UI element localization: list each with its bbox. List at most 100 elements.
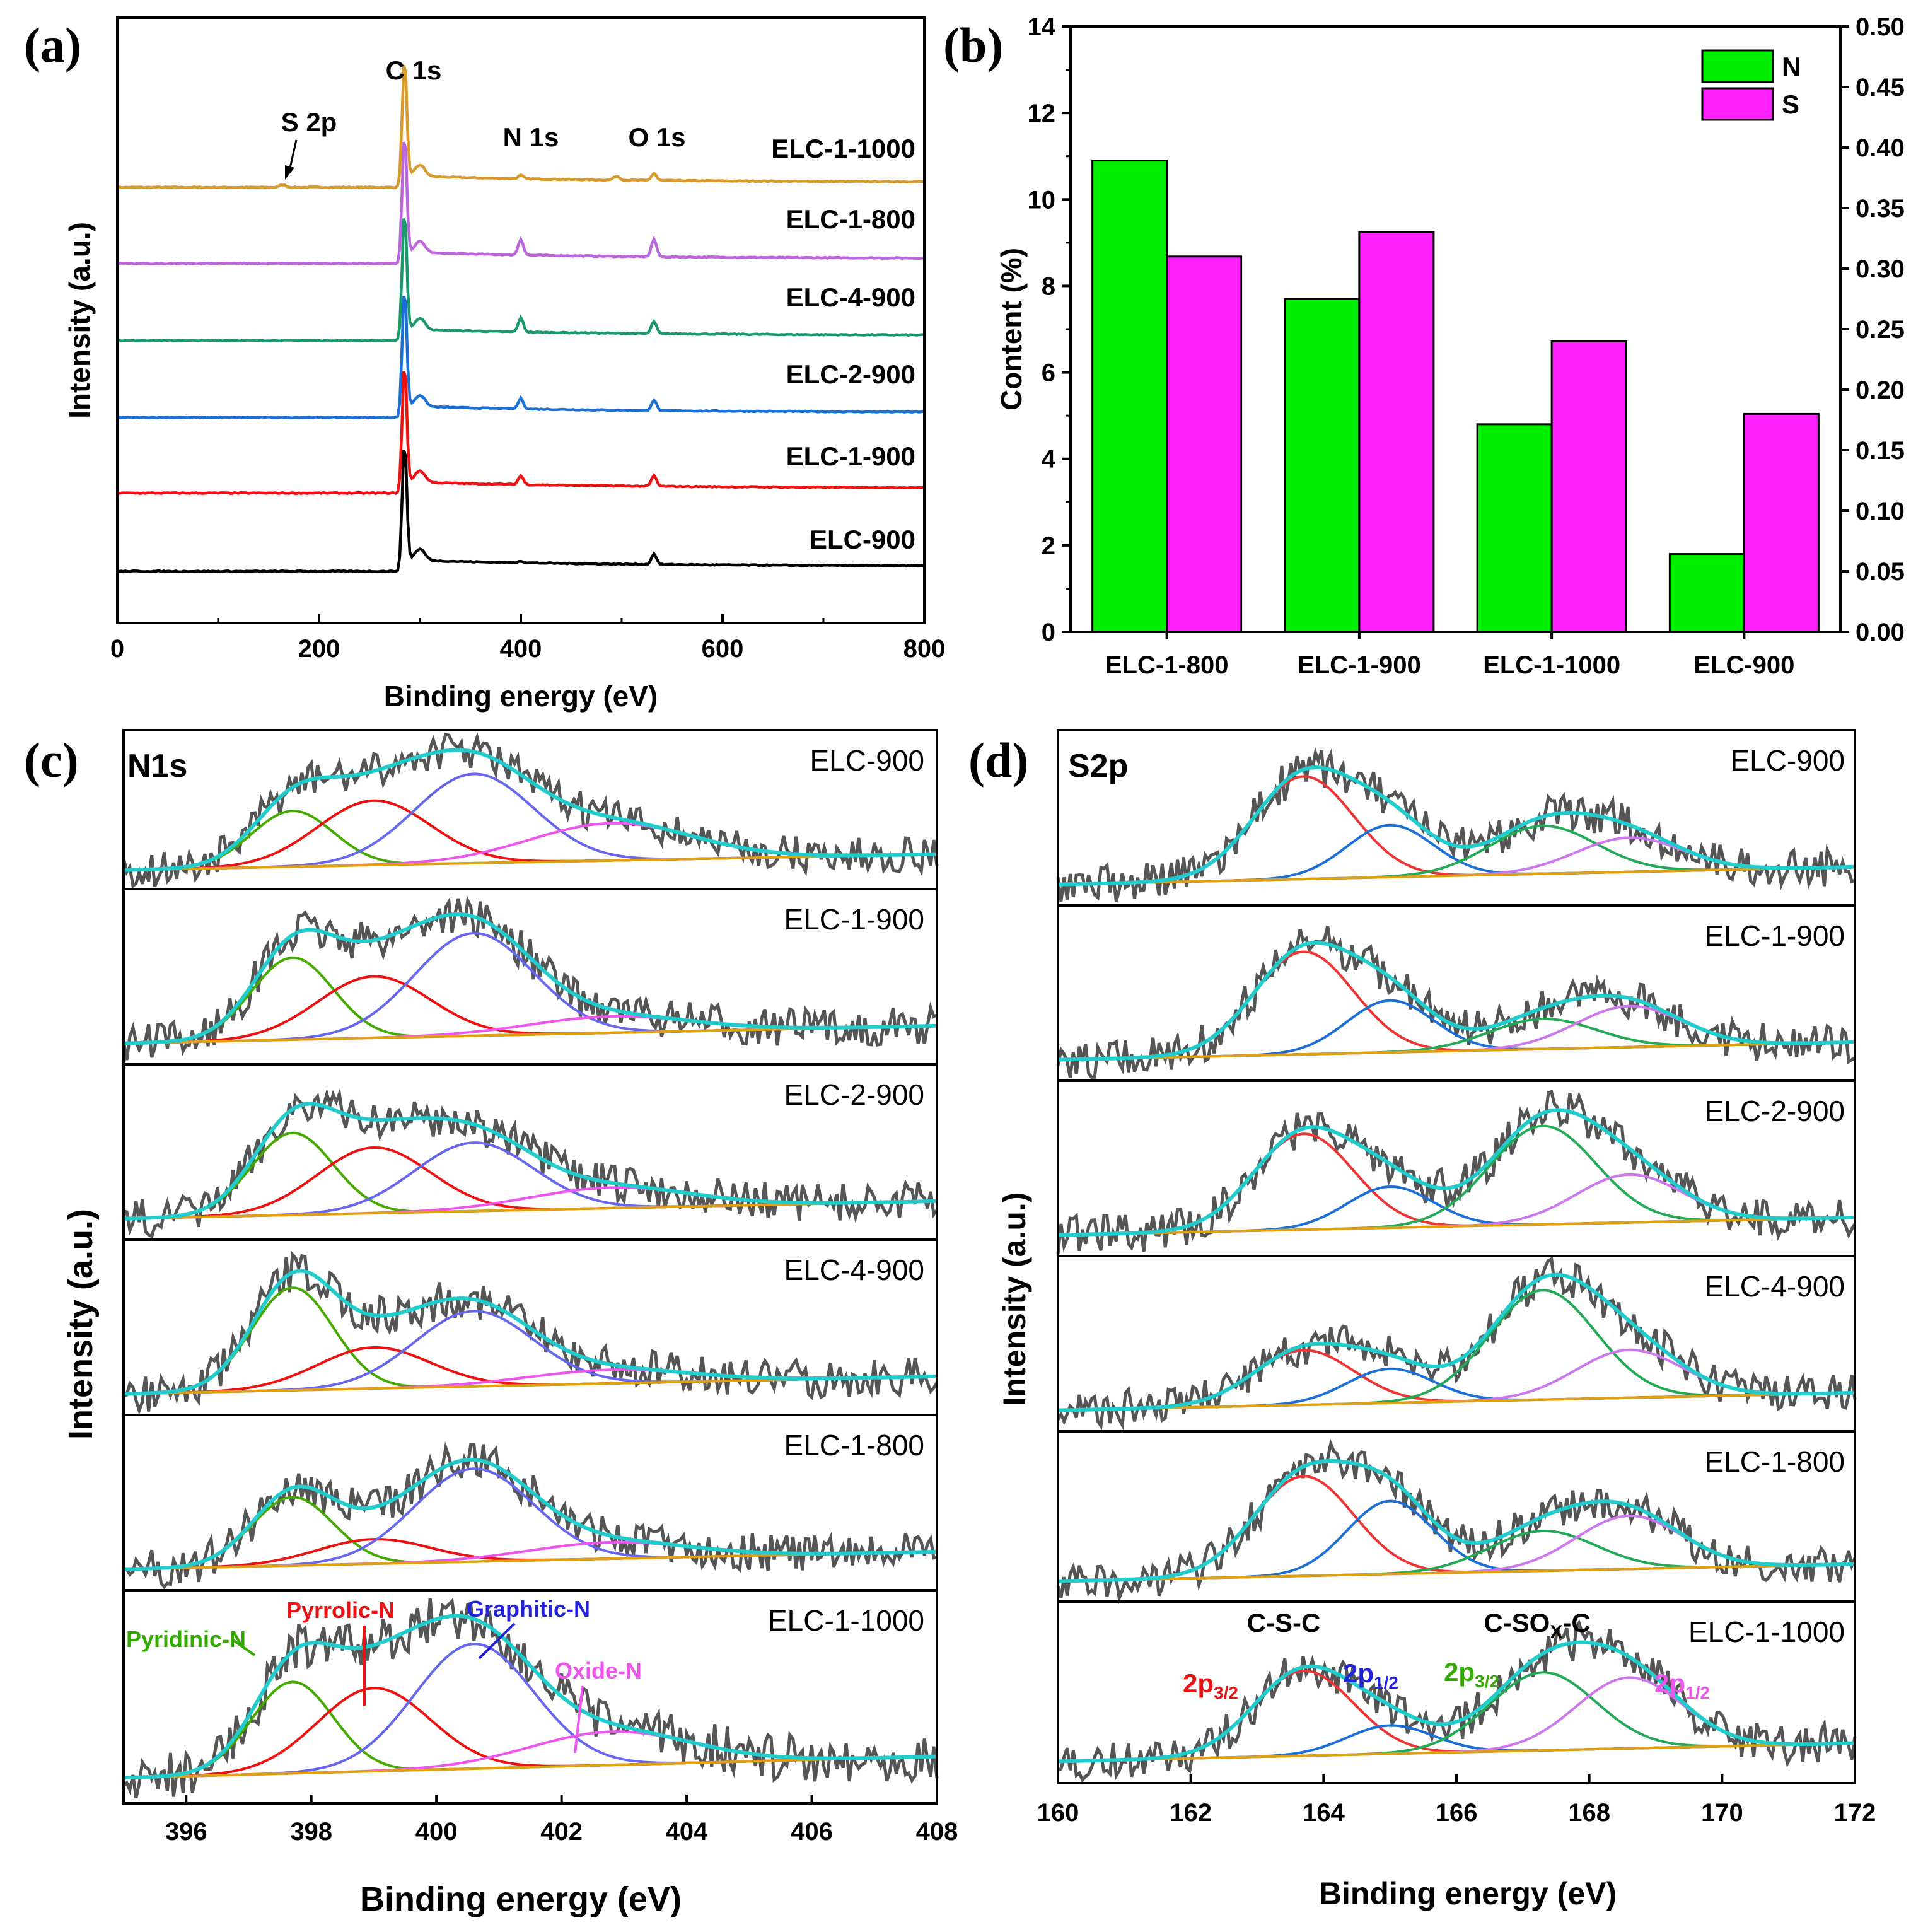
panel-d-xlabel: Binding energy (eV) (1319, 1876, 1617, 1911)
panel-b-y2tick-label: 0.40 (1856, 134, 1905, 162)
bar-s-elc-1-900 (1358, 231, 1435, 633)
annotation-2p12-b: 2p1/2 (1654, 1668, 1710, 1702)
panel-b-legend: N S (1701, 49, 1801, 121)
survey-line-elc-1-1000 (117, 65, 925, 190)
subpanel-label-elc-900: ELC-900 (1730, 744, 1845, 777)
annotation-csoxc-sub: X (1550, 1622, 1562, 1643)
survey-label-elc-1-800: ELC-1-800 (786, 204, 915, 234)
annotation-graphitic: Graphitic-N (467, 1596, 590, 1622)
envelope-elc-1-1000 (1057, 1640, 1856, 1764)
panel-d-xtick-label: 166 (1436, 1799, 1478, 1827)
survey-label-elc-4-900: ELC-4-900 (786, 282, 915, 312)
survey-label-elc-1-1000: ELC-1-1000 (771, 134, 915, 163)
envelope-elc-2-900 (1057, 1108, 1856, 1237)
annotation-csoxc-main: C-SO (1484, 1608, 1550, 1638)
subpanel-frame-elc-1-1000 (122, 1589, 938, 1805)
panel-a-xtick-label: 0 (110, 635, 124, 663)
envelope-elc-1-900 (123, 912, 938, 1045)
annotation-2p12-a: 2p1/2 (1343, 1658, 1398, 1692)
subpanel-label-elc-2-900: ELC-2-900 (784, 1078, 924, 1111)
bar-n-elc-900 (1668, 553, 1745, 633)
panel-c-stack: ELC-900 ELC-1-900 ELC-2-900 ELC-4-900 ELC-1-… (122, 729, 939, 1805)
subpanel-label-elc-1-1000: ELC-1-1000 (768, 1604, 924, 1637)
panel-c-n1s: (c) ELC-900ELC-1-900ELC-2-900ELC-4-900EL… (24, 729, 958, 1918)
survey-label-elc-2-900: ELC-2-900 (786, 359, 915, 389)
annotation-s2p-arrowhead (285, 165, 294, 180)
panel-b-ytick-label: 8 (1042, 272, 1055, 300)
panel-a-series-labels: ELC-1-1000 ELC-1-800 ELC-4-900 ELC-2-900 ELC… (771, 134, 915, 554)
panel-a-label: (a) (24, 18, 81, 73)
baseline-elc-1-1000 (123, 1755, 938, 1779)
survey-line-elc-900 (117, 450, 925, 574)
panel-b-ytick-label: 6 (1042, 359, 1055, 387)
panel-c-annotations: Pyridinic-N Pyrrolic-N Graphitic-N Oxide… (126, 1596, 642, 1754)
panel-d-annotations: C-S-C C-SOX-C 2p3/2 2p1/2 2p3/2 2p1/2 (1183, 1608, 1710, 1702)
envelope-elc-4-900 (1057, 1272, 1856, 1412)
bar-n-elc-1-900 (1284, 298, 1361, 633)
annotation-csoxc-end: -C (1562, 1608, 1590, 1638)
survey-label-elc-1-900: ELC-1-900 (786, 441, 915, 471)
panel-b-ytick-label: 4 (1042, 446, 1056, 474)
survey-line-elc-2-900 (117, 295, 925, 420)
survey-line-elc-4-900 (117, 218, 925, 343)
annotation-csoxc: C-SOX-C (1484, 1608, 1590, 1643)
panel-c-xtick-label: 400 (415, 1818, 458, 1846)
annotation-pyridinic: Pyridinic-N (126, 1626, 246, 1652)
legend-swatch-n (1701, 49, 1774, 83)
panel-d-label: (d) (968, 733, 1028, 788)
panel-a-spectra (117, 65, 925, 574)
panel-b-y2tick-label: 0.00 (1856, 619, 1905, 646)
panel-a-xtick-label: 800 (903, 635, 946, 663)
panel-b-y2tick-label: 0.25 (1856, 316, 1905, 344)
panel-b-y2tick-label: 0.10 (1856, 498, 1905, 525)
panel-c-xtick-label: 402 (540, 1818, 583, 1846)
baseline-elc-4-900 (1057, 1391, 1856, 1412)
envelope-elc-1-800 (123, 1457, 938, 1571)
annotation-o1s: O 1s (628, 122, 685, 152)
panel-c-ylabel: Intensity (a.u.) (62, 1209, 100, 1440)
panel-b-ytick-label: 14 (1028, 13, 1056, 41)
annotation-2p12-b-sub: 1/2 (1685, 1683, 1710, 1702)
panel-a-ylabel: Intensity (a.u.) (63, 222, 96, 419)
raw-data-elc-900 (1056, 747, 1856, 902)
envelope-elc-900 (123, 748, 938, 872)
panel-b-y2tick-label: 0.20 (1856, 376, 1905, 404)
panel-a-x-ticks: 0 200 400 600 800 (110, 614, 946, 663)
panel-d-xtick-label: 160 (1037, 1799, 1079, 1827)
bar-s-elc-1-800 (1166, 255, 1243, 633)
envelope-elc-4-900 (123, 1269, 938, 1396)
panel-b-xtick-label: ELC-1-800 (1105, 651, 1229, 679)
annotation-2p32-a-sub: 3/2 (1214, 1683, 1238, 1702)
panel-d-xtick-label: 172 (1834, 1799, 1876, 1827)
panel-c-xlabel: Binding energy (eV) (360, 1880, 682, 1918)
panel-b-bar-chart: (b) ELC-1-800 ELC-1-900 ELC-1-1000 ELC-900 0… (943, 13, 1905, 679)
arrow-oxide (574, 1685, 584, 1754)
panel-b-ytick-label: 0 (1042, 619, 1055, 646)
panel-b-y2tick-label: 0.15 (1856, 437, 1905, 465)
panel-c-x-ticks: 396 398 400 402 404 406 408 (165, 1795, 958, 1846)
survey-line-elc-1-900 (117, 371, 925, 496)
panel-c-xtick-label: 396 (165, 1818, 207, 1846)
envelope-elc-1-1000 (123, 1614, 938, 1780)
subpanel-label-elc-1-900: ELC-1-900 (784, 903, 924, 936)
annotation-2p32-a-main: 2p (1183, 1668, 1214, 1698)
panel-a-xtick-label: 400 (500, 635, 542, 663)
panel-b-xtick-label: ELC-1-1000 (1483, 651, 1620, 679)
raw-data-elc-1-900 (122, 895, 938, 1061)
bar-s-elc-1-1000 (1550, 340, 1627, 633)
annotation-2p12-a-main: 2p (1343, 1658, 1374, 1688)
annotation-2p12-b-main: 2p (1654, 1668, 1685, 1698)
annotation-c1s: C 1s (386, 55, 442, 85)
legend-swatch-s (1701, 87, 1774, 121)
panel-d-xtick-label: 170 (1701, 1799, 1743, 1827)
annotation-2p32-b-main: 2p (1444, 1657, 1475, 1687)
annotation-2p32-a: 2p3/2 (1183, 1668, 1238, 1702)
baseline-elc-900 (123, 853, 938, 871)
panel-d-s2p: (d) ELC-900ELC-1-900ELC-2-900ELC-4-900EL… (968, 729, 1876, 1911)
panel-d-title: S2p (1068, 748, 1128, 784)
baseline-elc-1-900 (1057, 1040, 1856, 1061)
subpanel-label-elc-4-900: ELC-4-900 (1705, 1270, 1845, 1303)
annotation-s2p: S 2p (281, 107, 337, 137)
panel-b-bars (1091, 160, 1820, 633)
panel-b-y2tick-label: 0.35 (1856, 195, 1905, 223)
